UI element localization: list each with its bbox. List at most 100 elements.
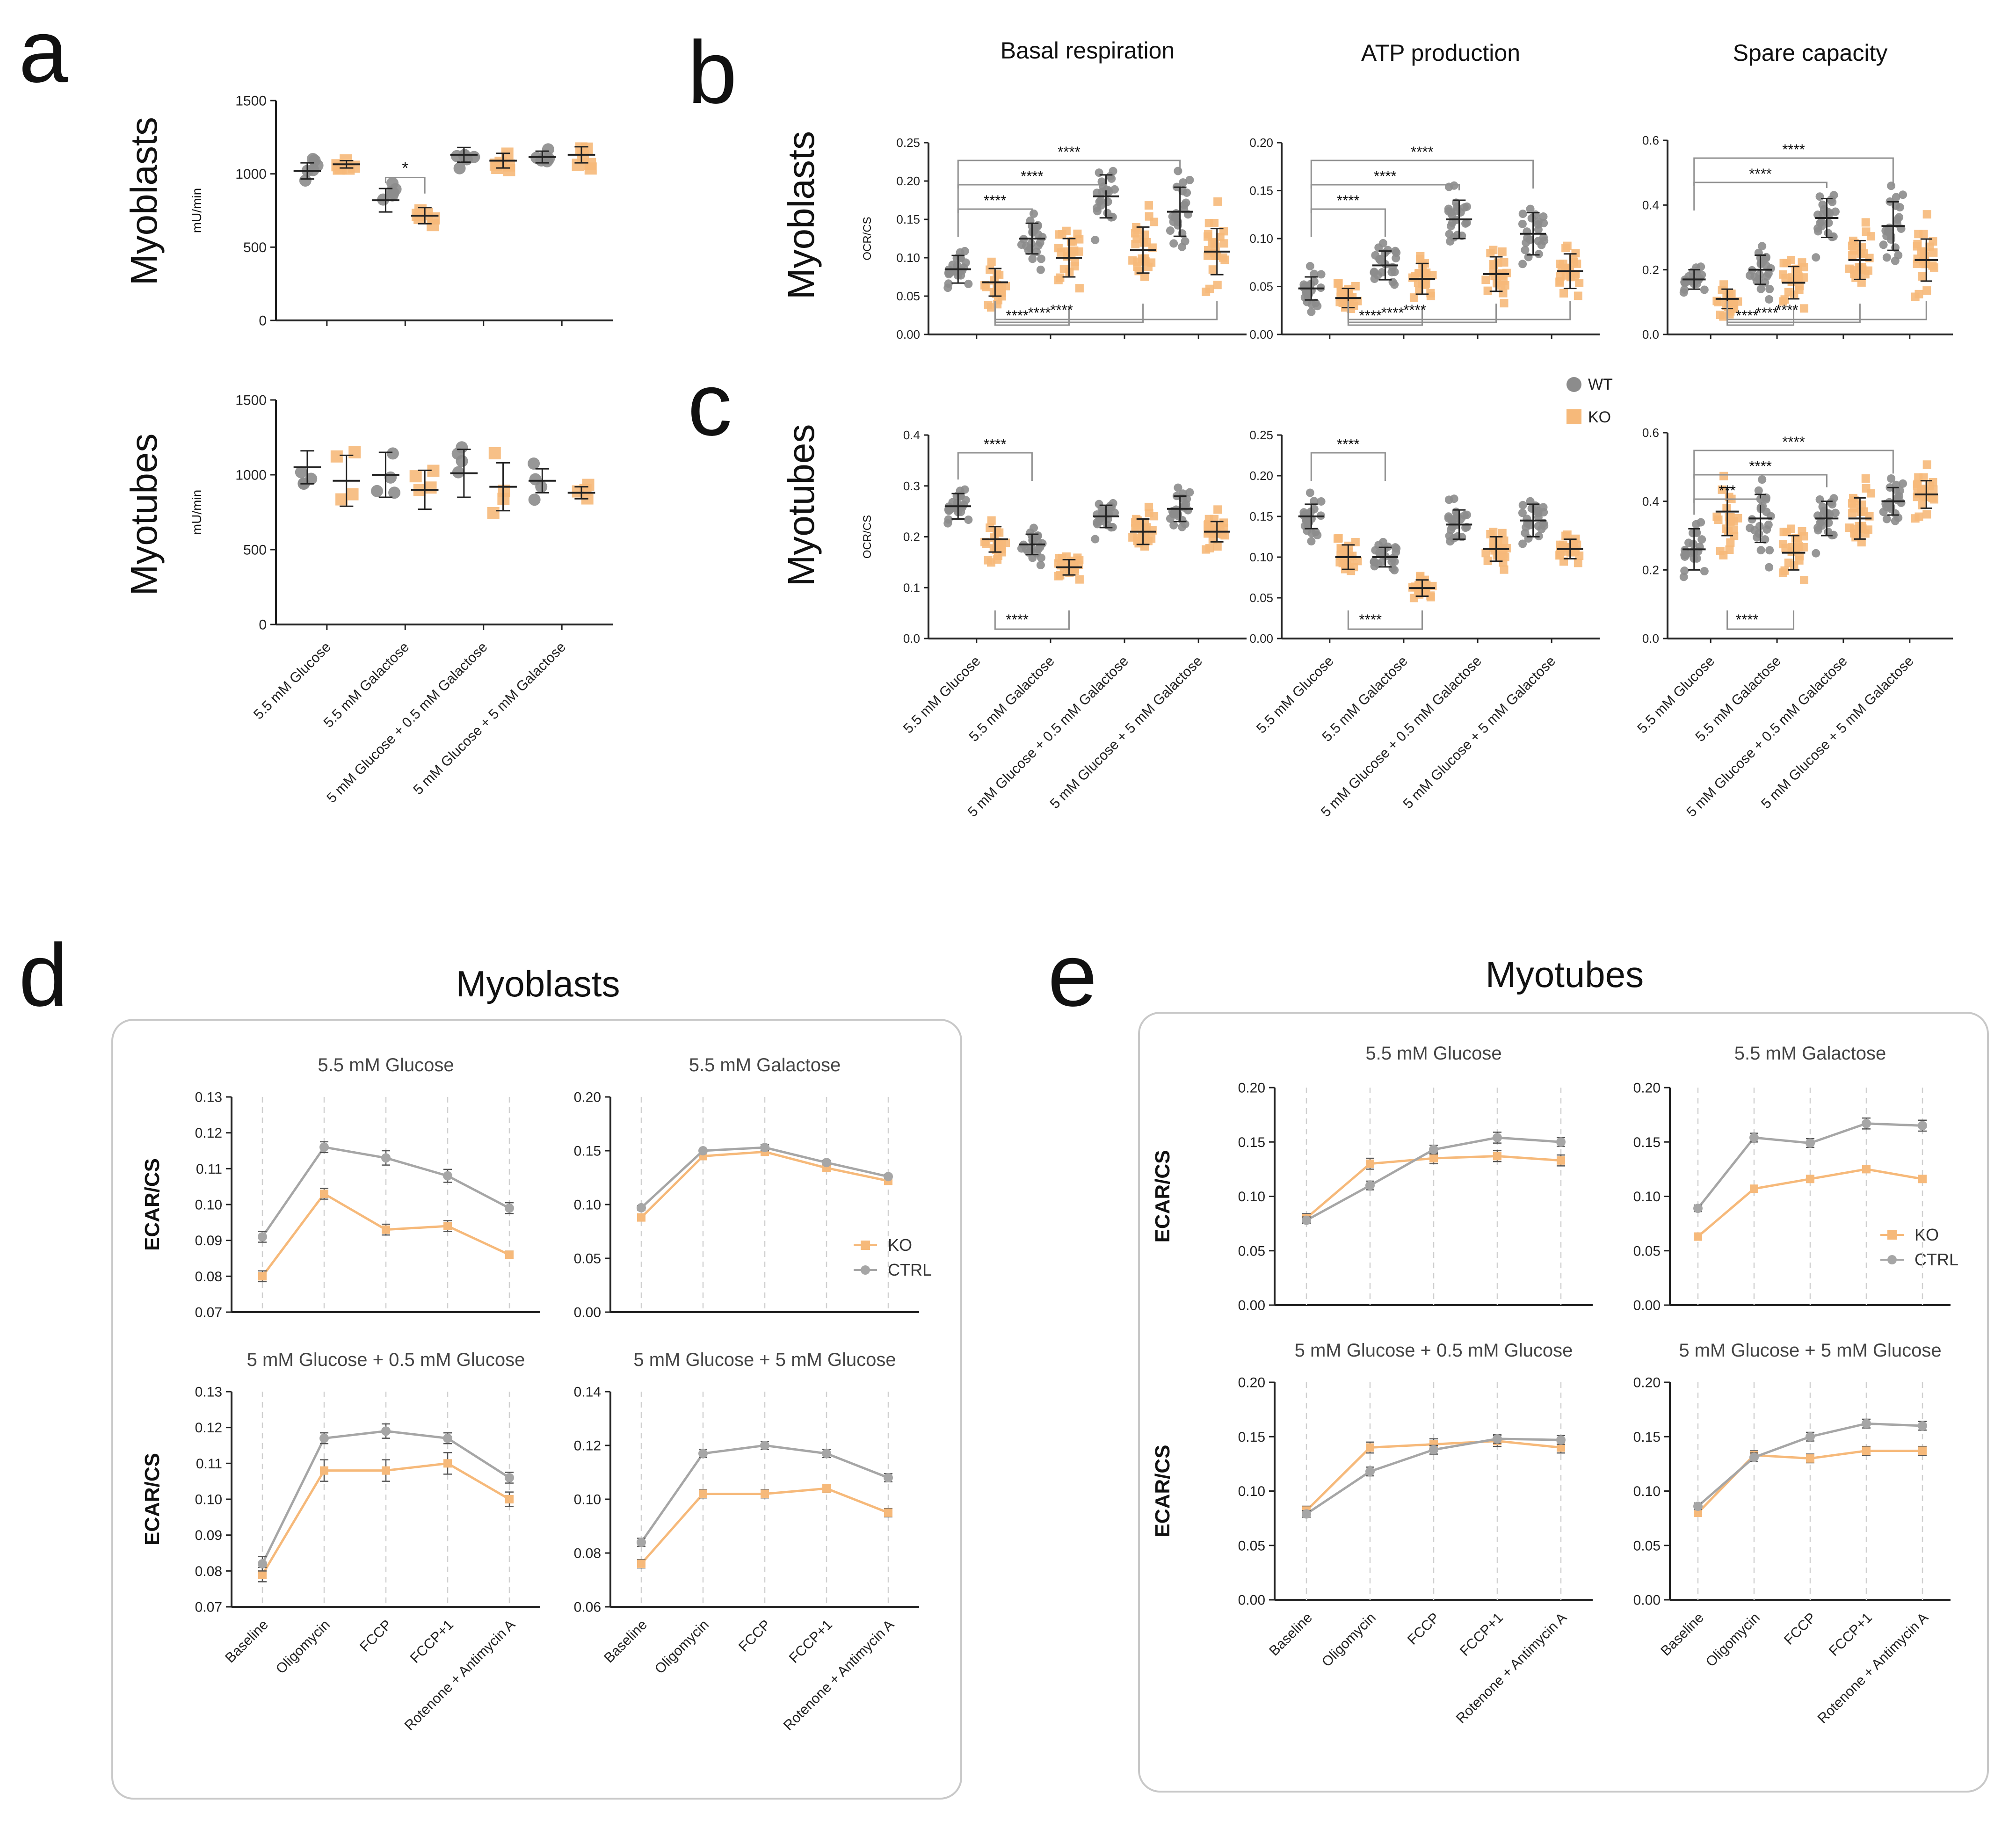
d_glc_05-title: 5 mM Glucose + 0.5 mM Glucose (247, 1350, 525, 1370)
b_basal-point (1169, 218, 1178, 226)
e_glc_5-ctrl-point (1806, 1432, 1815, 1442)
c_spare-point (1765, 563, 1774, 572)
b_spare-point (1899, 190, 1907, 199)
c_basal-point (1185, 488, 1194, 497)
c_spare-point (1919, 473, 1928, 482)
c_atp-point (1575, 551, 1584, 560)
a_myoblasts-y-tick-label: 1500 (235, 94, 267, 109)
b_atp-point (1518, 260, 1527, 269)
b_spare-point (1914, 290, 1923, 298)
d_galactose-y-tick-label: 0.20 (574, 1090, 601, 1105)
d_glucose-ko-point (382, 1225, 390, 1234)
b_spare-point (1765, 284, 1774, 293)
d_glc_05-ctrl-point (381, 1426, 391, 1436)
c_spare-point (1692, 520, 1701, 529)
c_basal-point (1169, 521, 1178, 530)
c_basal-point (1091, 535, 1100, 544)
a_myotubes-point (529, 473, 542, 486)
chart-a-myoblasts: 0 500 1000 1500 mU/min * (189, 94, 613, 329)
b_atp-point (1463, 202, 1472, 211)
c_atp-point (1518, 508, 1527, 517)
b_spare-point (1799, 304, 1808, 313)
b_basal-point (1103, 209, 1112, 218)
a_myoblasts-point (299, 174, 312, 187)
c_atp-significance-bracket (1310, 452, 1386, 481)
a_myotubes-point (386, 447, 399, 460)
d_glucose-y-tick-label: 0.09 (195, 1233, 222, 1249)
c_atp-point (1518, 539, 1527, 548)
c_spare-point (1862, 484, 1871, 493)
b_basal-point (994, 296, 1003, 305)
row-label-c-myotubes: Myotubes (780, 424, 822, 587)
e_glc_5-ctrl-point (1693, 1502, 1703, 1511)
c_spare-point (1799, 532, 1808, 541)
e_glc_5-y-tick-label: 0.15 (1633, 1430, 1661, 1445)
b_spare-point (1856, 249, 1865, 258)
d_glc_5-y-tick-label: 0.10 (574, 1492, 601, 1508)
c_atp-y-tick-label: 0.00 (1249, 632, 1273, 646)
b_basal-significance-label: **** (1006, 307, 1029, 324)
b_spare-significance-label: **** (1749, 166, 1772, 182)
b_basal-significance-label: **** (1021, 168, 1044, 184)
c_spare-point (1780, 566, 1789, 575)
c_basal-significance-bracket (957, 452, 1033, 481)
d_glc_5-ctrl-point (637, 1538, 646, 1547)
c_spare-point (1761, 535, 1769, 544)
c_atp-y-tick-label: 0.10 (1249, 550, 1273, 564)
b_atp-point (1392, 248, 1401, 257)
b_basal-point (1133, 262, 1142, 271)
b_basal-point (1070, 246, 1079, 255)
b_spare-point (1765, 295, 1774, 304)
a_myotubes-point (370, 485, 383, 497)
c_spare-point (1719, 472, 1728, 480)
b_atp-point (1573, 259, 1581, 268)
b_atp-point (1493, 279, 1501, 288)
c_spare-significance-bracket (1693, 498, 1762, 515)
c_basal-point (1204, 521, 1212, 530)
c_atp-point (1500, 565, 1508, 574)
c_spare-point (1850, 529, 1859, 538)
b_spare-point (1895, 213, 1904, 222)
b_atp-significance-bracket (1310, 208, 1386, 237)
c_spare-point (1813, 523, 1822, 532)
d_glc_5-ko-point (761, 1489, 769, 1498)
e_glc_5-y-tick-label: 0.00 (1633, 1593, 1661, 1608)
b_spare-point (1879, 240, 1888, 249)
b_spare-point (1812, 253, 1820, 262)
legend-wt-ko: WT KO (1566, 376, 1613, 426)
a_myotubes-point (487, 507, 500, 520)
e_glucose-ctrl-point (1556, 1137, 1566, 1147)
d_glucose-ko-point (258, 1272, 267, 1281)
b_atp-point (1499, 289, 1508, 298)
d_glucose-ctrl-point (381, 1153, 391, 1163)
a_myotubes-point (528, 494, 541, 506)
b_basal-point (986, 265, 994, 274)
c_spare-point (1857, 522, 1866, 530)
d_glc_05-y-tick-label: 0.08 (195, 1564, 222, 1579)
legend-ko-marker (1566, 409, 1581, 424)
b_atp-significance-label: **** (1359, 307, 1382, 324)
b_basal-point (1220, 255, 1229, 264)
d_glucose-ctrl-point (258, 1232, 267, 1241)
c_atp-point (1555, 551, 1564, 560)
d_glucose-ko-point (505, 1250, 514, 1259)
a_myoblasts-point (584, 162, 597, 175)
a_myotubes-point (456, 455, 468, 467)
c_spare-point (1922, 460, 1931, 469)
panel-letter-d: d (19, 926, 68, 1025)
b_spare-point (1724, 303, 1733, 312)
b_atp-point (1522, 238, 1530, 247)
b_atp-point (1521, 246, 1530, 254)
panel-letter-e: e (1048, 926, 1097, 1025)
b_spare-y-tick-label: 0.2 (1642, 263, 1659, 277)
c_spare-point (1725, 516, 1734, 525)
c_atp-point (1388, 564, 1397, 573)
b_spare-point (1885, 223, 1894, 232)
e_glucose-ko-point (1557, 1156, 1565, 1165)
c_atp-point (1338, 559, 1347, 567)
c_spare-y-tick-label: 0.6 (1642, 426, 1659, 440)
c_spare-point (1864, 525, 1872, 534)
d_glc_5-y-tick-label: 0.08 (574, 1546, 601, 1561)
c_spare-point (1750, 526, 1759, 535)
c_spare-point (1899, 479, 1907, 488)
